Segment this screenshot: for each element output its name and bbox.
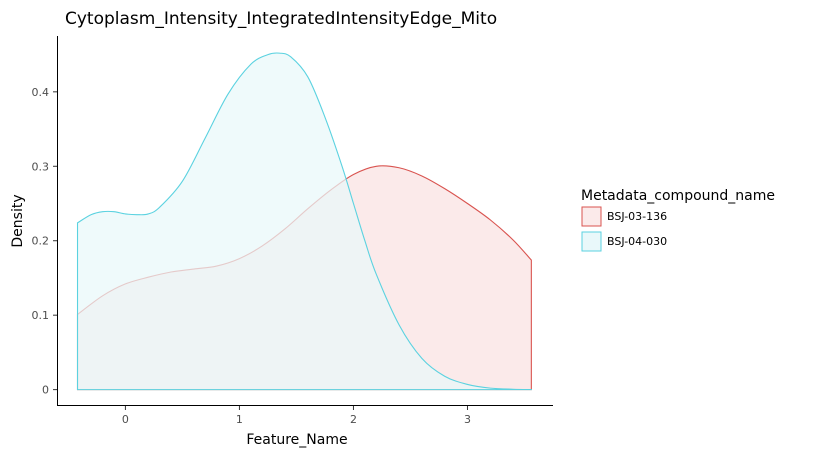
x-tick-label: 1 bbox=[236, 413, 243, 426]
y-tick-label: 0.2 bbox=[32, 235, 50, 248]
legend-label: BSJ-04-030 bbox=[607, 235, 667, 248]
legend-label: BSJ-03-136 bbox=[607, 210, 667, 223]
plot-area: 0 1 2 3 0 0.1 0.2 0.3 0.4 bbox=[32, 36, 553, 426]
legend-swatch bbox=[581, 206, 602, 227]
legend: Metadata_compound_name BSJ-03-136 BSJ-04-… bbox=[581, 188, 775, 252]
density-areas bbox=[76, 52, 532, 391]
chart-title: Cytoplasm_Intensity_IntegratedIntensityE… bbox=[65, 9, 497, 29]
y-tick-label: 0 bbox=[42, 384, 49, 397]
y-tick-label: 0.3 bbox=[32, 160, 50, 173]
legend-swatch bbox=[581, 231, 602, 252]
legend-items: BSJ-03-136 BSJ-04-030 bbox=[581, 206, 667, 252]
x-tick-label: 3 bbox=[464, 413, 471, 426]
density-area-bsj-04-030 bbox=[76, 52, 532, 391]
y-tick-label: 0.4 bbox=[32, 86, 50, 99]
x-tick-label: 0 bbox=[122, 413, 129, 426]
x-ticks: 0 1 2 3 bbox=[122, 406, 471, 426]
y-tick-label: 0.1 bbox=[32, 309, 50, 322]
legend-title: Metadata_compound_name bbox=[581, 188, 775, 204]
x-axis-title: Feature_Name bbox=[246, 432, 347, 448]
y-axis-title: Density bbox=[10, 194, 26, 247]
x-tick-label: 2 bbox=[350, 413, 357, 426]
y-ticks: 0 0.1 0.2 0.3 0.4 bbox=[32, 86, 57, 397]
